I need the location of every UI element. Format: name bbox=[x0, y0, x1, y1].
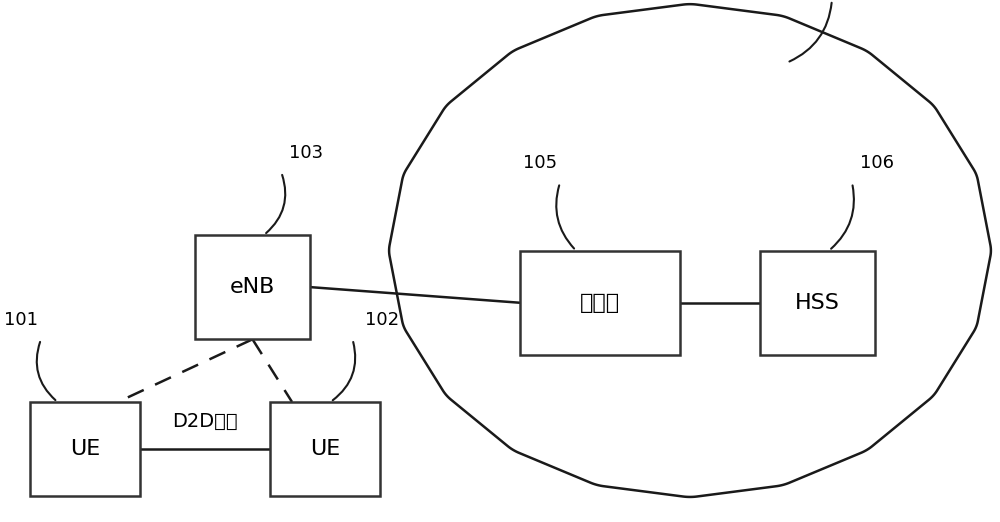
FancyBboxPatch shape bbox=[760, 251, 875, 355]
Text: UE: UE bbox=[70, 439, 100, 459]
Text: HSS: HSS bbox=[795, 293, 840, 313]
Polygon shape bbox=[389, 4, 991, 497]
Text: eNB: eNB bbox=[230, 277, 275, 297]
Text: 103: 103 bbox=[289, 144, 323, 162]
Text: 105: 105 bbox=[523, 155, 557, 172]
FancyBboxPatch shape bbox=[30, 402, 140, 496]
Text: 服务器: 服务器 bbox=[580, 293, 620, 313]
FancyBboxPatch shape bbox=[270, 402, 380, 496]
FancyBboxPatch shape bbox=[195, 235, 310, 339]
Text: UE: UE bbox=[310, 439, 340, 459]
Text: D2D通信: D2D通信 bbox=[172, 412, 238, 431]
Text: 102: 102 bbox=[365, 311, 400, 329]
FancyBboxPatch shape bbox=[520, 251, 680, 355]
Text: 101: 101 bbox=[4, 311, 38, 329]
Text: 106: 106 bbox=[860, 155, 894, 172]
